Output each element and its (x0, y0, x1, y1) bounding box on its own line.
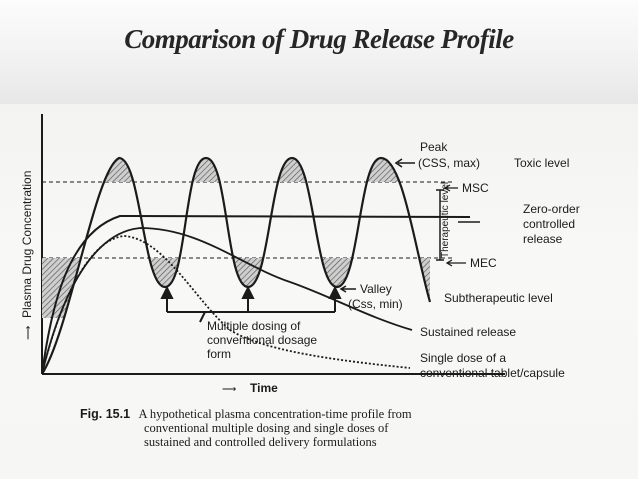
multiple-dosing-label-2: conventional dosage (207, 333, 317, 347)
peak-arrow-icon (394, 158, 415, 168)
single-dose-curve (41, 235, 411, 375)
multiple-dosing-curve (41, 156, 432, 375)
valley-arrow-icon (339, 285, 356, 293)
slide-header (0, 0, 638, 104)
subtherapeutic-zone-hatching (42, 258, 430, 318)
toxic-level-label: Toxic level (514, 156, 569, 170)
toxic-zone-hatching (42, 158, 430, 182)
zero-order-release-curve (41, 214, 471, 375)
valley-label: Valley (360, 282, 392, 296)
peak-label: Peak (420, 140, 448, 154)
y-axis-label: Plasma Drug Concentration (20, 171, 34, 318)
scanned-figure-background (0, 104, 638, 479)
therapeutic-bracket (436, 189, 480, 261)
caption-figure-number: Fig. 15.1 (80, 407, 131, 421)
slide-title: Comparison of Drug Release Profile (124, 24, 514, 54)
zero-order-label-1: Zero-order (523, 202, 580, 216)
caption-line-2: conventional multiple dosing and single … (144, 421, 389, 435)
caption-line-3: sustained and controlled delivery formul… (144, 435, 377, 449)
dosing-arrows (160, 285, 342, 323)
svg-text:⟶: ⟶ (222, 384, 236, 395)
zero-order-label-2: controlled (523, 217, 575, 231)
mec-arrow-icon (445, 259, 466, 267)
sustained-release-label: Sustained release (420, 325, 516, 339)
single-dose-label-2: conventional tablet/capsule (420, 366, 565, 380)
peak-sub-label: (CSS, max) (418, 156, 480, 170)
multiple-dosing-label-3: form (207, 347, 231, 361)
x-axis-label: Time (250, 381, 278, 395)
zero-order-label-3: release (523, 232, 563, 246)
single-dose-label-1: Single dose of a (420, 351, 506, 365)
valley-sub-label: (Css, min) (348, 297, 403, 311)
drug-release-diagram: ⟶ Plasma Drug Concentration Peak (CSS, m… (20, 114, 580, 395)
mec-label: MEC (470, 256, 497, 270)
x-axis-label-group: ⟶ Time (222, 381, 278, 395)
therapeutic-level-label: Therapeutic level (440, 182, 451, 258)
msc-label: MSC (462, 181, 489, 195)
caption-line-1: A hypothetical plasma concentration-time… (138, 407, 412, 421)
figure-caption: Fig. 15.1 A hypothetical plasma concentr… (80, 407, 600, 449)
subtherapeutic-level-label: Subtherapeutic level (444, 291, 553, 305)
therapeutic-level-label-group: Therapeutic level (440, 182, 451, 258)
y-axis-label-group: ⟶ Plasma Drug Concentration (20, 171, 34, 340)
msc-arrow-icon (443, 184, 458, 192)
multiple-dosing-label-1: Multiple dosing of (207, 319, 301, 333)
svg-text:⟶: ⟶ (23, 326, 34, 340)
